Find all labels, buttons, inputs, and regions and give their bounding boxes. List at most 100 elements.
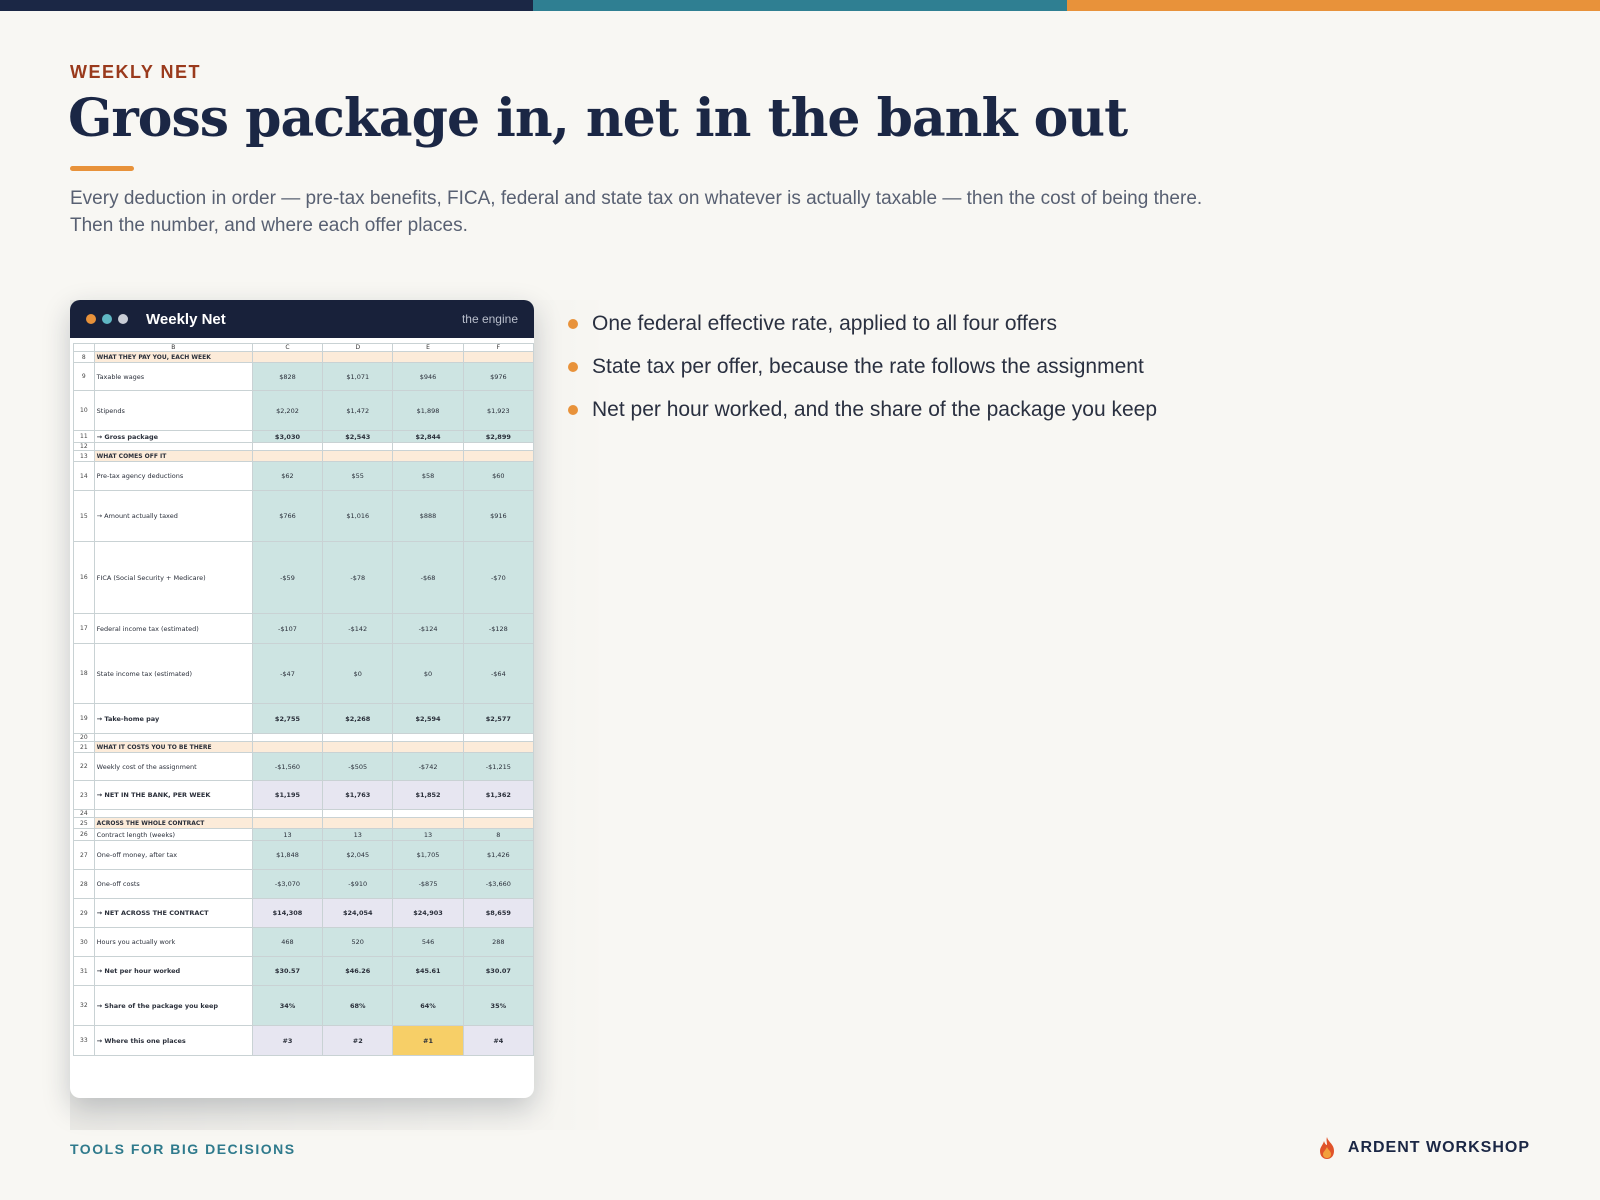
value-cell[interactable]: -$1,560 (251, 752, 324, 781)
value-cell[interactable]: $58 (392, 461, 464, 491)
value-cell[interactable]: $1,195 (251, 780, 324, 810)
value-cell[interactable]: $46.26 (322, 956, 394, 986)
row-number[interactable]: 21 (73, 741, 95, 753)
row-number[interactable]: 20 (73, 733, 95, 742)
value-cell[interactable]: 546 (392, 927, 464, 957)
row-label-cell[interactable]: One-off money, after tax (93, 840, 253, 870)
row-number[interactable]: 10 (73, 390, 95, 431)
value-cell[interactable]: $1,426 (462, 840, 534, 870)
value-cell[interactable]: -$68 (392, 541, 464, 614)
value-cell[interactable]: 13 (392, 828, 464, 841)
row-number[interactable]: 18 (73, 643, 95, 704)
value-cell[interactable]: $2,577 (462, 703, 534, 734)
value-cell[interactable]: -$70 (462, 541, 534, 614)
value-cell[interactable]: $946 (392, 362, 464, 391)
value-cell[interactable] (251, 450, 324, 462)
value-cell[interactable] (251, 817, 324, 829)
value-cell[interactable]: $766 (251, 490, 324, 542)
value-cell[interactable]: -$742 (392, 752, 464, 781)
value-cell[interactable]: -$505 (322, 752, 394, 781)
value-cell[interactable] (251, 442, 324, 451)
value-cell[interactable] (322, 442, 394, 451)
column-header[interactable]: E (392, 343, 464, 352)
row-number[interactable]: 17 (73, 613, 95, 644)
row-label-cell[interactable]: WHAT IT COSTS YOU TO BE THERE (93, 741, 253, 753)
row-label-cell[interactable] (93, 733, 253, 742)
column-header[interactable]: B (93, 343, 253, 352)
row-number[interactable]: 29 (73, 898, 95, 928)
value-cell[interactable]: $0 (322, 643, 394, 704)
value-cell[interactable] (322, 450, 394, 462)
row-number[interactable]: 14 (73, 461, 95, 491)
value-cell[interactable] (322, 809, 394, 818)
value-cell[interactable]: #4 (462, 1025, 534, 1056)
value-cell[interactable]: $62 (251, 461, 324, 491)
value-cell[interactable]: -$910 (322, 869, 394, 899)
value-cell[interactable]: $45.61 (392, 956, 464, 986)
value-cell[interactable]: 520 (322, 927, 394, 957)
value-cell[interactable] (392, 351, 464, 363)
value-cell[interactable] (462, 733, 534, 742)
value-cell[interactable]: $1,848 (251, 840, 324, 870)
value-cell[interactable] (322, 817, 394, 829)
row-label-cell[interactable]: → Take-home pay (93, 703, 253, 734)
value-cell[interactable]: $828 (251, 362, 324, 391)
value-cell[interactable]: $1,852 (392, 780, 464, 810)
value-cell[interactable] (322, 733, 394, 742)
value-cell[interactable]: $3,030 (251, 430, 324, 443)
row-label-cell[interactable]: → Where this one places (93, 1025, 253, 1056)
value-cell[interactable]: -$47 (251, 643, 324, 704)
value-cell[interactable] (392, 741, 464, 753)
value-cell[interactable] (322, 741, 394, 753)
value-cell[interactable]: #2 (322, 1025, 394, 1056)
column-header[interactable]: F (462, 343, 534, 352)
value-cell[interactable]: #3 (251, 1025, 324, 1056)
row-number[interactable]: 13 (73, 450, 95, 462)
value-cell[interactable]: 35% (462, 985, 534, 1026)
value-cell[interactable]: 288 (462, 927, 534, 957)
value-cell[interactable] (322, 351, 394, 363)
row-number[interactable]: 11 (73, 430, 95, 443)
value-cell[interactable]: $1,472 (322, 390, 394, 431)
value-cell[interactable]: $888 (392, 490, 464, 542)
window-minimize-dot[interactable] (102, 314, 112, 324)
row-number[interactable]: 26 (73, 828, 95, 841)
value-cell[interactable]: -$1,215 (462, 752, 534, 781)
value-cell[interactable]: $2,202 (251, 390, 324, 431)
value-cell[interactable] (251, 809, 324, 818)
window-zoom-dot[interactable] (118, 314, 128, 324)
row-label-cell[interactable]: → NET IN THE BANK, PER WEEK (93, 780, 253, 810)
row-number[interactable]: 23 (73, 780, 95, 810)
value-cell[interactable]: -$875 (392, 869, 464, 899)
value-cell[interactable]: $1,923 (462, 390, 534, 431)
value-cell[interactable]: 34% (251, 985, 324, 1026)
value-cell[interactable]: 68% (322, 985, 394, 1026)
row-number[interactable]: 25 (73, 817, 95, 829)
value-cell[interactable]: $2,268 (322, 703, 394, 734)
value-cell[interactable]: $1,705 (392, 840, 464, 870)
row-label-cell[interactable]: → Net per hour worked (93, 956, 253, 986)
value-cell[interactable]: -$3,070 (251, 869, 324, 899)
row-label-cell[interactable]: FICA (Social Security + Medicare) (93, 541, 253, 614)
row-label-cell[interactable]: ACROSS THE WHOLE CONTRACT (93, 817, 253, 829)
value-cell[interactable]: $24,903 (392, 898, 464, 928)
row-label-cell[interactable]: Taxable wages (93, 362, 253, 391)
value-cell[interactable]: $1,071 (322, 362, 394, 391)
value-cell[interactable]: $1,016 (322, 490, 394, 542)
value-cell[interactable]: $1,763 (322, 780, 394, 810)
value-cell[interactable]: -$59 (251, 541, 324, 614)
row-label-cell[interactable]: State income tax (estimated) (93, 643, 253, 704)
row-label-cell[interactable]: Pre-tax agency deductions (93, 461, 253, 491)
row-number[interactable]: 12 (73, 442, 95, 451)
row-number[interactable]: 8 (73, 351, 95, 363)
row-number[interactable]: 9 (73, 362, 95, 391)
row-label-cell[interactable]: One-off costs (93, 869, 253, 899)
value-cell[interactable] (462, 351, 534, 363)
value-cell[interactable]: 8 (462, 828, 534, 841)
value-cell[interactable]: $60 (462, 461, 534, 491)
column-header[interactable]: D (322, 343, 394, 352)
row-label-cell[interactable]: → NET ACROSS THE CONTRACT (93, 898, 253, 928)
row-label-cell[interactable]: Hours you actually work (93, 927, 253, 957)
value-cell[interactable] (392, 809, 464, 818)
row-number[interactable]: 28 (73, 869, 95, 899)
